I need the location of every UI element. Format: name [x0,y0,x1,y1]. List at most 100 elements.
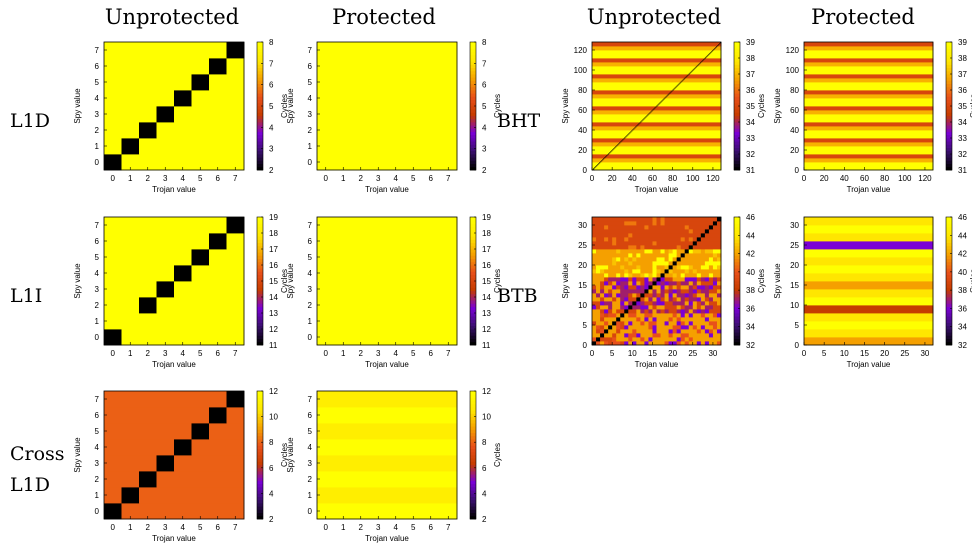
heatmap-cell [592,82,681,84]
heatmap-cell [596,289,601,294]
heatmap-cell [620,265,625,270]
heatmap-cell [680,273,686,278]
heatmap-cell [628,261,633,266]
heatmap-cell [692,313,702,318]
x-tick-label: 7 [233,349,238,358]
colorbar-tick-label: 19 [269,213,278,222]
heatmap-cell [700,301,706,306]
heatmap-cell [688,309,694,314]
heatmap-cell [652,305,657,310]
heatmap-cell [660,273,665,278]
heatmap-cell [804,92,934,94]
heatmap-cell [616,146,722,148]
heatmap-cell [592,301,601,306]
x-tick-label: 0 [324,349,329,358]
heatmap-cell [644,321,649,326]
heatmap-cell [676,313,682,318]
colorbar-segment [257,335,263,339]
colorbar-segment [257,242,263,247]
heatmap-cell [648,317,653,322]
colorbar-segment [470,297,476,301]
colorbar-segment [257,268,263,272]
colorbar-segment [470,83,476,88]
heatmap-cell [615,147,722,149]
heatmap-cell [648,305,653,310]
heatmap-cell [592,87,676,89]
heatmap-cell [676,85,679,87]
heatmap-cell [712,221,718,226]
colorbar-segment [734,233,740,237]
heatmap-cell [660,281,665,286]
colorbar-segment [470,268,476,272]
heatmap-cell [632,129,634,131]
heatmap-cell [708,329,714,334]
heatmap-cell [616,241,653,246]
heatmap-cell [608,225,645,230]
colorbar-segment [946,51,952,56]
heatmap-cell [676,253,682,258]
heatmap-cell [628,337,633,342]
heatmap-cell [634,127,636,129]
heatmap-cell [664,341,669,346]
heatmap-cell [104,138,122,155]
heatmap-cell [656,325,674,330]
heatmap-cell [592,160,602,162]
heatmap-cell [604,281,609,286]
colorbar-segment [734,64,740,68]
heatmap-cell [655,107,722,109]
colorbar-segment [257,442,263,446]
heatmap-cell [644,277,649,282]
heatmap-cell [718,43,721,45]
heatmap-cell [804,51,934,53]
colorbar-segment [257,115,263,120]
colorbar-tick-label: 34 [958,323,967,332]
heatmap-cell [804,136,934,138]
heatmap-cell [676,309,682,314]
heatmap-cell [804,289,934,294]
heatmap-cell [714,48,722,50]
heatmap-cell [696,269,722,274]
colorbar-segment [946,147,952,152]
heatmap-cell [664,265,669,270]
colorbar-segment [946,166,952,171]
x-axis-label: Trojan value [365,185,409,194]
heatmap-cell [616,317,621,322]
y-tick-label: 0 [308,158,313,167]
heatmap-cell [156,471,245,488]
colorbar-tick-label: 18 [482,229,491,238]
heatmap-cell [656,289,661,294]
colorbar-segment [257,471,263,475]
heatmap-cell [688,337,694,342]
heatmap-cell [592,333,601,338]
heatmap-cell [716,341,722,346]
heatmap-cell [592,132,630,134]
heatmap-cell [652,337,678,342]
plot-frame [316,41,458,171]
heatmap-cell [632,321,641,326]
heatmap-cell [121,138,140,155]
heatmap-cell [804,118,934,120]
heatmap-cell [687,75,722,77]
heatmap-cell [104,106,157,123]
heatmap-cell [688,333,710,338]
colorbar-segment [734,271,740,275]
heatmap-cell [592,164,598,166]
heatmap-cell [684,253,714,258]
colorbar-segment [734,67,740,72]
x-tick-label: 0 [111,523,116,532]
heatmap-cell [804,166,934,168]
heatmap-cell [684,225,690,230]
heatmap-cell [592,329,597,334]
heatmap-cell [592,137,625,139]
x-tick-label: 10 [840,349,849,358]
x-tick-label: 15 [860,349,869,358]
y-axis-label: Spy value [773,88,782,124]
y-tick-label: 1 [95,317,100,326]
heatmap-cell [804,90,934,92]
heatmap-cell [604,321,609,326]
colorbar-segment [257,67,263,72]
heatmap-cell [317,90,458,107]
heatmap-cell [604,225,609,230]
heatmap-cell [712,257,718,262]
